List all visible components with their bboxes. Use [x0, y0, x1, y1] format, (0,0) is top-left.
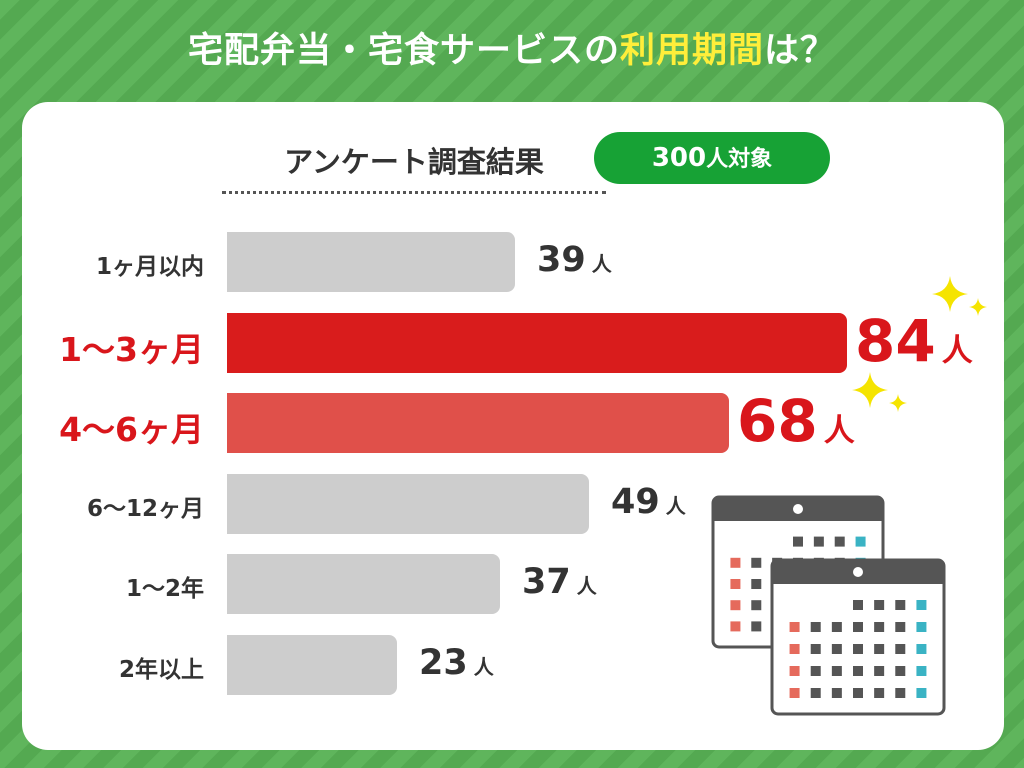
- category-label: 1〜2年: [125, 576, 204, 602]
- value-unit: 人: [665, 493, 686, 518]
- bar: [227, 393, 729, 453]
- title-suffix: は？: [764, 31, 837, 71]
- bar: [227, 473, 589, 534]
- value-number: 39: [537, 240, 586, 280]
- value-unit: 人: [823, 413, 855, 449]
- category-label: 4〜6ヶ月: [59, 410, 204, 449]
- value-label: 37 人: [522, 562, 597, 602]
- chart-card: アンケート調査結果 300人対象 1ヶ月以内 39 人 1〜3ヶ月 84 人 4〜6ヶ月 68…: [22, 102, 1004, 750]
- bar: [227, 634, 397, 695]
- value-unit: 人: [473, 654, 494, 679]
- value-number: 37: [522, 562, 571, 602]
- value-number: 84: [855, 306, 936, 375]
- badge-suffix: 人対象: [706, 147, 773, 172]
- sparkle-icon: [932, 276, 987, 316]
- category-label: 1〜3ヶ月: [59, 329, 204, 369]
- badge-number: 300: [651, 143, 707, 173]
- title-highlight: 利用期間: [619, 31, 764, 71]
- category-label: 2年以上: [118, 656, 204, 683]
- sample-size-badge: 300人対象: [594, 132, 830, 184]
- value-number: 23: [419, 642, 468, 683]
- value-unit: 人: [941, 332, 973, 369]
- calendar-icon: [711, 495, 946, 716]
- bar: [227, 312, 847, 373]
- category-label: 6〜12ヶ月: [86, 495, 204, 522]
- title-prefix: 宅配弁当・宅食サービスの: [187, 31, 620, 71]
- survey-title: アンケート調査結果: [222, 139, 606, 194]
- value-label: 49 人: [611, 482, 686, 522]
- page-title: 宅配弁当・宅食サービスの利用期間は？: [0, 22, 1024, 73]
- value-number: 49: [611, 481, 660, 522]
- value-label: 39 人: [537, 240, 612, 280]
- value-unit: 人: [576, 574, 597, 598]
- category-label: 1ヶ月以内: [95, 254, 204, 280]
- bar: [227, 554, 500, 614]
- value-label: 84 人: [855, 307, 973, 375]
- value-unit: 人: [591, 252, 612, 276]
- bar: [227, 232, 515, 292]
- value-label: 68 人: [737, 387, 855, 455]
- value-label: 23 人: [419, 643, 494, 683]
- value-number: 68: [737, 387, 818, 455]
- sparkle-icon: [852, 372, 907, 412]
